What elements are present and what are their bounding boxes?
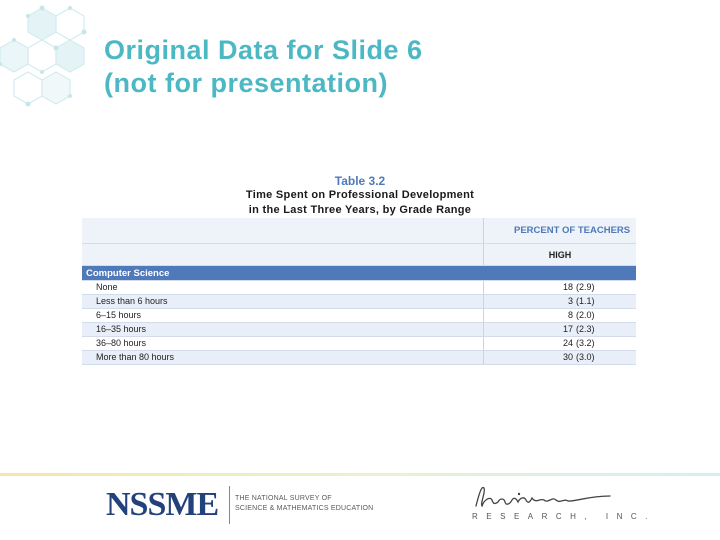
row-value-cell: 3 (1.1) [483, 294, 636, 309]
row-label: None [82, 280, 484, 295]
nssme-tagline-line2: SCIENCE & MATHEMATICS EDUCATION [235, 505, 374, 512]
table-row: 6–15 hours 8 (2.0) [82, 308, 636, 323]
row-value: 17 [562, 324, 573, 334]
nssme-logo: NSSME [106, 486, 219, 523]
row-value: 8 [567, 310, 573, 320]
row-value-cell: 24 (3.2) [483, 336, 636, 351]
table-row: 36–80 hours 24 (3.2) [82, 336, 636, 351]
row-standard-error: (2.9) [576, 282, 595, 292]
table-row: Less than 6 hours 3 (1.1) [82, 294, 636, 309]
row-value: 30 [562, 352, 573, 362]
row-standard-error: (3.2) [576, 338, 595, 348]
nssme-tagline-line1: THE NATIONAL SURVEY OF [235, 495, 332, 502]
table-subheader-row: HIGH [82, 243, 636, 266]
row-standard-error: (3.0) [576, 352, 595, 362]
header-blank-cell [82, 218, 484, 244]
table-section-row: Computer Science [82, 265, 636, 281]
table-number: Table 3.2 [334, 174, 386, 188]
table-row: None 18 (2.9) [82, 280, 636, 295]
row-label: Less than 6 hours [82, 294, 484, 309]
footer-divider [0, 473, 720, 476]
logo-divider [229, 486, 230, 524]
row-value-cell: 18 (2.9) [483, 280, 636, 295]
section-label: Computer Science [82, 265, 636, 281]
nssme-tagline: THE NATIONAL SURVEY OF SCIENCE & MATHEMA… [235, 494, 373, 514]
row-value: 24 [562, 338, 573, 348]
row-value-cell: 17 (2.3) [483, 322, 636, 337]
data-table: PERCENT OF TEACHERS HIGH Computer Scienc… [82, 218, 636, 365]
row-value: 3 [567, 296, 573, 306]
row-label: 16–35 hours [82, 322, 484, 337]
header-col-high: HIGH [483, 243, 636, 266]
hexagon-network-decoration [0, 5, 87, 107]
slide-title: Original Data for Slide 6 (not for prese… [104, 34, 423, 100]
row-value-cell: 8 (2.0) [483, 308, 636, 323]
header-group-cell: PERCENT OF TEACHERS [483, 218, 636, 244]
row-value: 18 [562, 282, 573, 292]
subheader-blank-cell [82, 243, 484, 266]
row-standard-error: (2.0) [576, 310, 595, 320]
table-caption: Table 3.2 Time Spent on Professional Dev… [200, 174, 520, 218]
row-label: 6–15 hours [82, 308, 484, 323]
table-row: 16–35 hours 17 (2.3) [82, 322, 636, 337]
row-label: More than 80 hours [82, 350, 484, 365]
row-standard-error: (1.1) [576, 296, 595, 306]
horizon-script-logo [475, 486, 611, 508]
row-standard-error: (2.3) [576, 324, 595, 334]
row-label: 36–80 hours [82, 336, 484, 351]
horizon-research-inc-text: RESEARCH, INC. [472, 512, 656, 521]
table-title-line1: Time Spent on Professional Development [245, 189, 475, 201]
table-header-row: PERCENT OF TEACHERS [82, 218, 636, 244]
table-row: More than 80 hours 30 (3.0) [82, 350, 636, 365]
table-title-line2: in the Last Three Years, by Grade Range [248, 204, 472, 216]
row-value-cell: 30 (3.0) [483, 350, 636, 365]
slide-title-line2: (not for presentation) [104, 68, 388, 98]
slide-title-line1: Original Data for Slide 6 [104, 35, 423, 65]
